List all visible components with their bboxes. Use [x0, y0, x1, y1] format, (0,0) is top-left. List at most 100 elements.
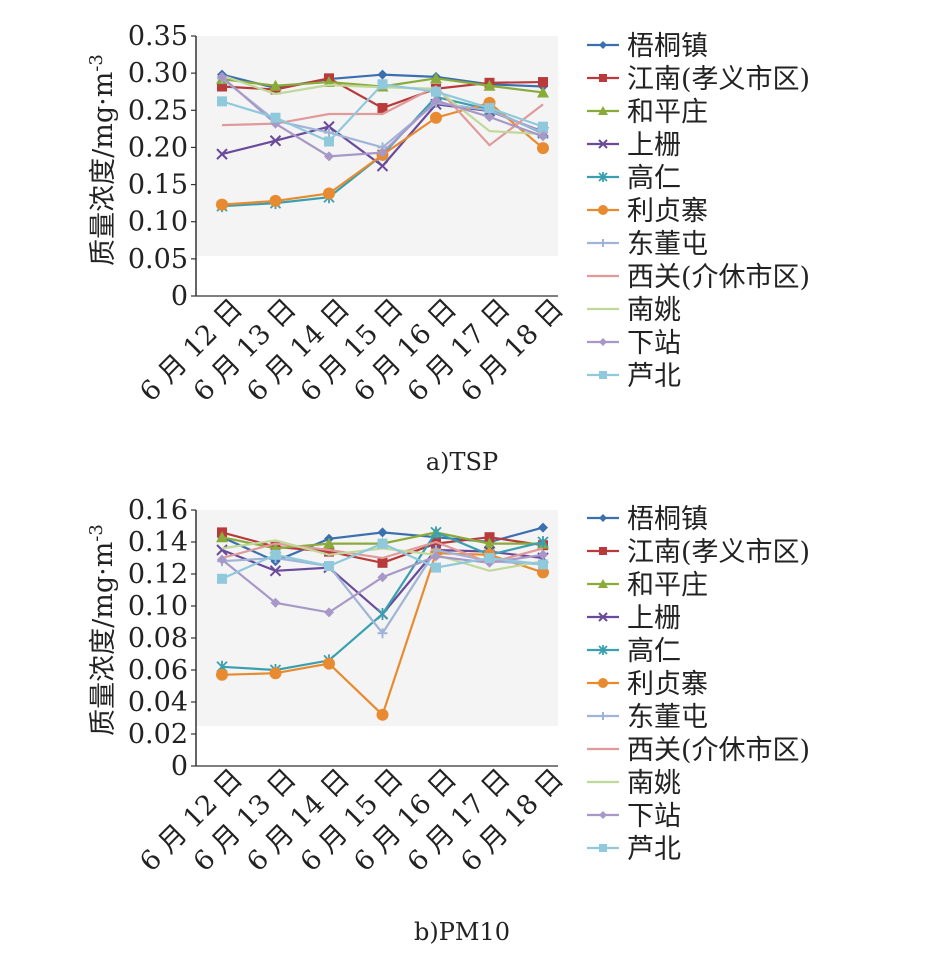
y-tick-label: 0.30	[128, 58, 188, 89]
y-tick-label: 0	[171, 751, 188, 782]
legend-swatch-marker	[599, 514, 607, 522]
y-tick-label: 0.02	[128, 719, 188, 750]
data-point	[270, 597, 281, 608]
data-point	[376, 708, 389, 721]
y-tick-label: 0.12	[128, 559, 188, 590]
legend-label: 南姚	[627, 768, 681, 799]
data-point	[269, 667, 282, 680]
data-point	[217, 554, 227, 565]
legend-item: 梧桐镇	[587, 504, 708, 535]
data-point	[269, 79, 282, 91]
data-point	[377, 628, 388, 639]
data-point	[377, 527, 388, 538]
legend-swatch-marker	[599, 338, 607, 346]
data-point	[484, 111, 495, 122]
legend-label: 东董屯	[627, 702, 708, 733]
data-point	[217, 71, 227, 82]
legend-label: 利贞寨	[627, 669, 708, 700]
legend-swatch-marker	[598, 139, 608, 149]
legend-item: 东董屯	[587, 229, 708, 260]
legend-label: 和平庄	[627, 570, 708, 601]
legend-swatch-marker	[599, 371, 607, 379]
data-point	[538, 131, 548, 142]
series-11	[217, 538, 548, 584]
data-point	[483, 537, 496, 549]
y-tick-label: 0.04	[128, 687, 188, 718]
data-point	[537, 142, 549, 155]
y-axis-label-superscript: -3	[86, 54, 107, 72]
legend-swatch-marker	[598, 172, 608, 182]
y-tick-label: 0.06	[128, 655, 188, 686]
series-10	[217, 71, 548, 162]
legend-swatch-marker	[599, 239, 607, 247]
legend-item: 和平庄	[587, 570, 708, 601]
legend-swatch-marker	[598, 612, 608, 622]
data-point	[324, 607, 334, 618]
legend-item: 西关(介休市区)	[587, 735, 810, 766]
data-point	[216, 531, 228, 543]
data-point	[324, 151, 334, 162]
data-point	[270, 549, 281, 560]
legend-label: 东董屯	[627, 229, 708, 260]
legend-label: 和平庄	[627, 97, 708, 128]
y-axis-label: 质量浓度/mg·m-3	[86, 54, 119, 266]
legend-label: 高仁	[627, 636, 681, 667]
y-tick-label: 0.10	[128, 207, 188, 238]
data-point	[376, 160, 389, 172]
y-axis-label-superscript: -3	[86, 524, 107, 542]
data-point	[538, 522, 548, 533]
y-tick-label: 0.08	[128, 623, 188, 654]
data-point	[323, 537, 335, 549]
chart-caption: a)TSP	[426, 448, 498, 476]
data-point	[377, 103, 388, 114]
data-point	[323, 187, 335, 200]
legend-swatch-marker	[598, 106, 608, 115]
y-tick-label: 0.25	[128, 95, 188, 126]
legend-item: 上栅	[587, 130, 681, 161]
data-point	[324, 127, 334, 138]
legend-label: 芦北	[627, 834, 681, 865]
data-point	[431, 95, 441, 106]
legend-item: 和平庄	[587, 97, 708, 128]
legend-label: 上栅	[627, 130, 681, 161]
data-point	[483, 79, 496, 91]
data-point	[377, 538, 388, 549]
data-point	[217, 81, 227, 92]
legend-item: 西关(介休市区)	[587, 262, 810, 293]
legend-item: 高仁	[587, 163, 681, 194]
data-point	[324, 546, 334, 557]
legend-label: 下站	[627, 801, 681, 832]
y-tick-label: 0.20	[128, 132, 188, 163]
data-point	[538, 121, 548, 132]
legend-item: 江南(孝义市区)	[587, 537, 810, 568]
y-tick-label: 0.10	[128, 591, 188, 622]
series-11	[217, 79, 548, 147]
legend-item: 江南(孝义市区)	[587, 64, 810, 95]
data-point	[323, 120, 335, 133]
y-tick-label: 0.15	[128, 170, 188, 201]
legend-label: 西关(介休市区)	[627, 735, 810, 766]
data-point	[324, 136, 334, 147]
legend-label: 下站	[627, 328, 681, 359]
legend-swatch-marker	[598, 678, 608, 688]
legend-item: 梧桐镇	[587, 31, 708, 62]
data-point	[430, 72, 442, 84]
legend-item: 利贞寨	[587, 669, 708, 700]
legend-item: 高仁	[587, 636, 681, 667]
legend-swatch-marker	[598, 579, 608, 588]
data-point	[430, 111, 442, 124]
legend-item: 下站	[587, 801, 681, 832]
y-tick-label: 0.05	[128, 244, 188, 275]
legend-swatch-marker	[599, 811, 607, 819]
data-point	[484, 532, 495, 543]
legend-label: 高仁	[627, 163, 681, 194]
legend-item: 东董屯	[587, 702, 708, 733]
chart-caption: b)PM10	[414, 918, 510, 946]
data-point	[431, 551, 441, 562]
legend-label: 芦北	[627, 361, 681, 392]
data-point	[377, 147, 388, 158]
data-point	[377, 79, 388, 90]
chart-panel-1: 0 0.05 0.10 0.15 0.20 0.25 0.30 0.35 质量浓度/mg·m-3…	[86, 21, 810, 476]
